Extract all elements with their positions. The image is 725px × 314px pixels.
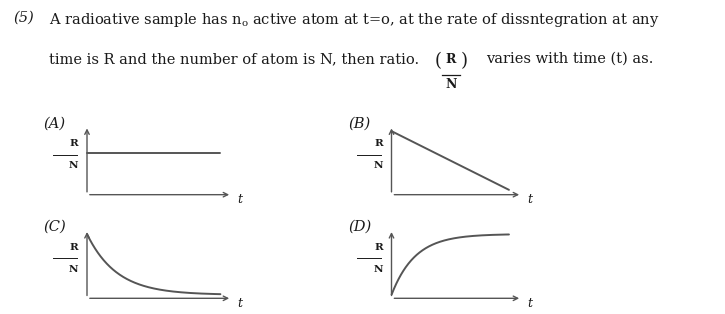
Text: N: N [69,265,78,274]
Text: time is R and the number of atom is N, then ratio.: time is R and the number of atom is N, t… [49,52,420,66]
Text: R: R [374,139,383,148]
Text: R: R [446,53,456,66]
Text: R: R [70,139,78,148]
Text: ): ) [461,52,468,70]
Text: t: t [238,296,243,310]
Text: A radioative sample has n$_\mathregular{o}$ active atom at t=o, at the rate of d: A radioative sample has n$_\mathregular{… [49,11,660,29]
Text: N: N [445,78,457,91]
Text: (: ( [435,52,442,70]
Text: (5): (5) [13,11,34,25]
Text: t: t [528,193,533,206]
Text: (B): (B) [348,116,370,130]
Text: (D): (D) [348,220,371,234]
Text: N: N [373,265,383,274]
Text: t: t [238,193,243,206]
Text: (A): (A) [44,116,66,130]
Text: R: R [70,243,78,252]
Text: N: N [69,161,78,170]
Text: (C): (C) [44,220,66,234]
Text: t: t [528,296,533,310]
Text: N: N [373,161,383,170]
Text: R: R [374,243,383,252]
Text: varies with time (t) as.: varies with time (t) as. [486,52,653,66]
